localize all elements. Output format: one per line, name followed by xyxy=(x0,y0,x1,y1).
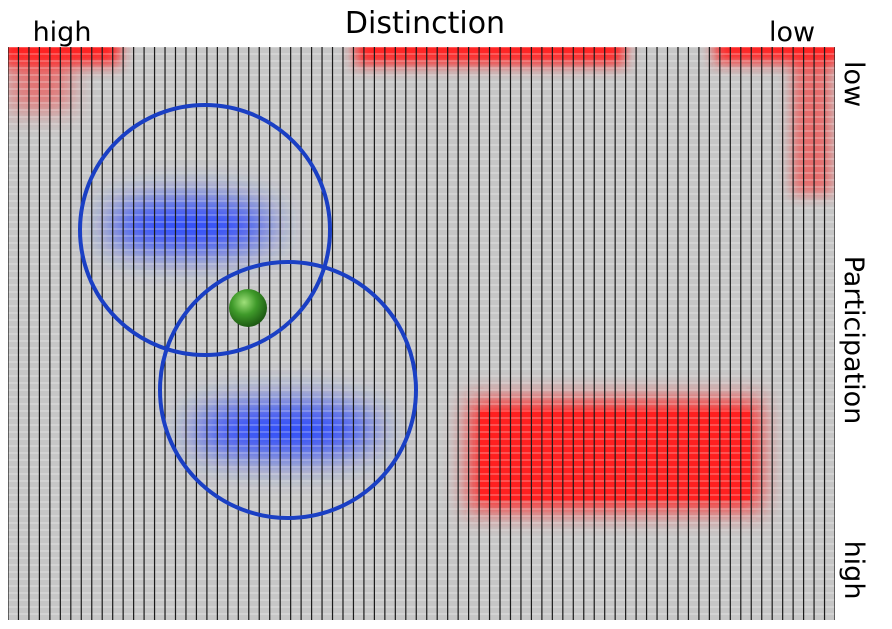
circle xyxy=(78,103,332,357)
top-title: Distinction xyxy=(345,6,505,41)
top-right-label: low xyxy=(769,17,815,48)
right-title: Participation xyxy=(838,256,869,425)
grid-lines xyxy=(8,47,835,620)
circles xyxy=(78,103,418,520)
circle xyxy=(158,260,418,520)
right-bottom-label: high xyxy=(838,541,869,600)
marker-ball xyxy=(229,289,267,327)
grid-area xyxy=(8,47,835,620)
background xyxy=(8,47,835,620)
right-top-label: low xyxy=(838,61,869,107)
top-left-label: high xyxy=(33,17,92,48)
